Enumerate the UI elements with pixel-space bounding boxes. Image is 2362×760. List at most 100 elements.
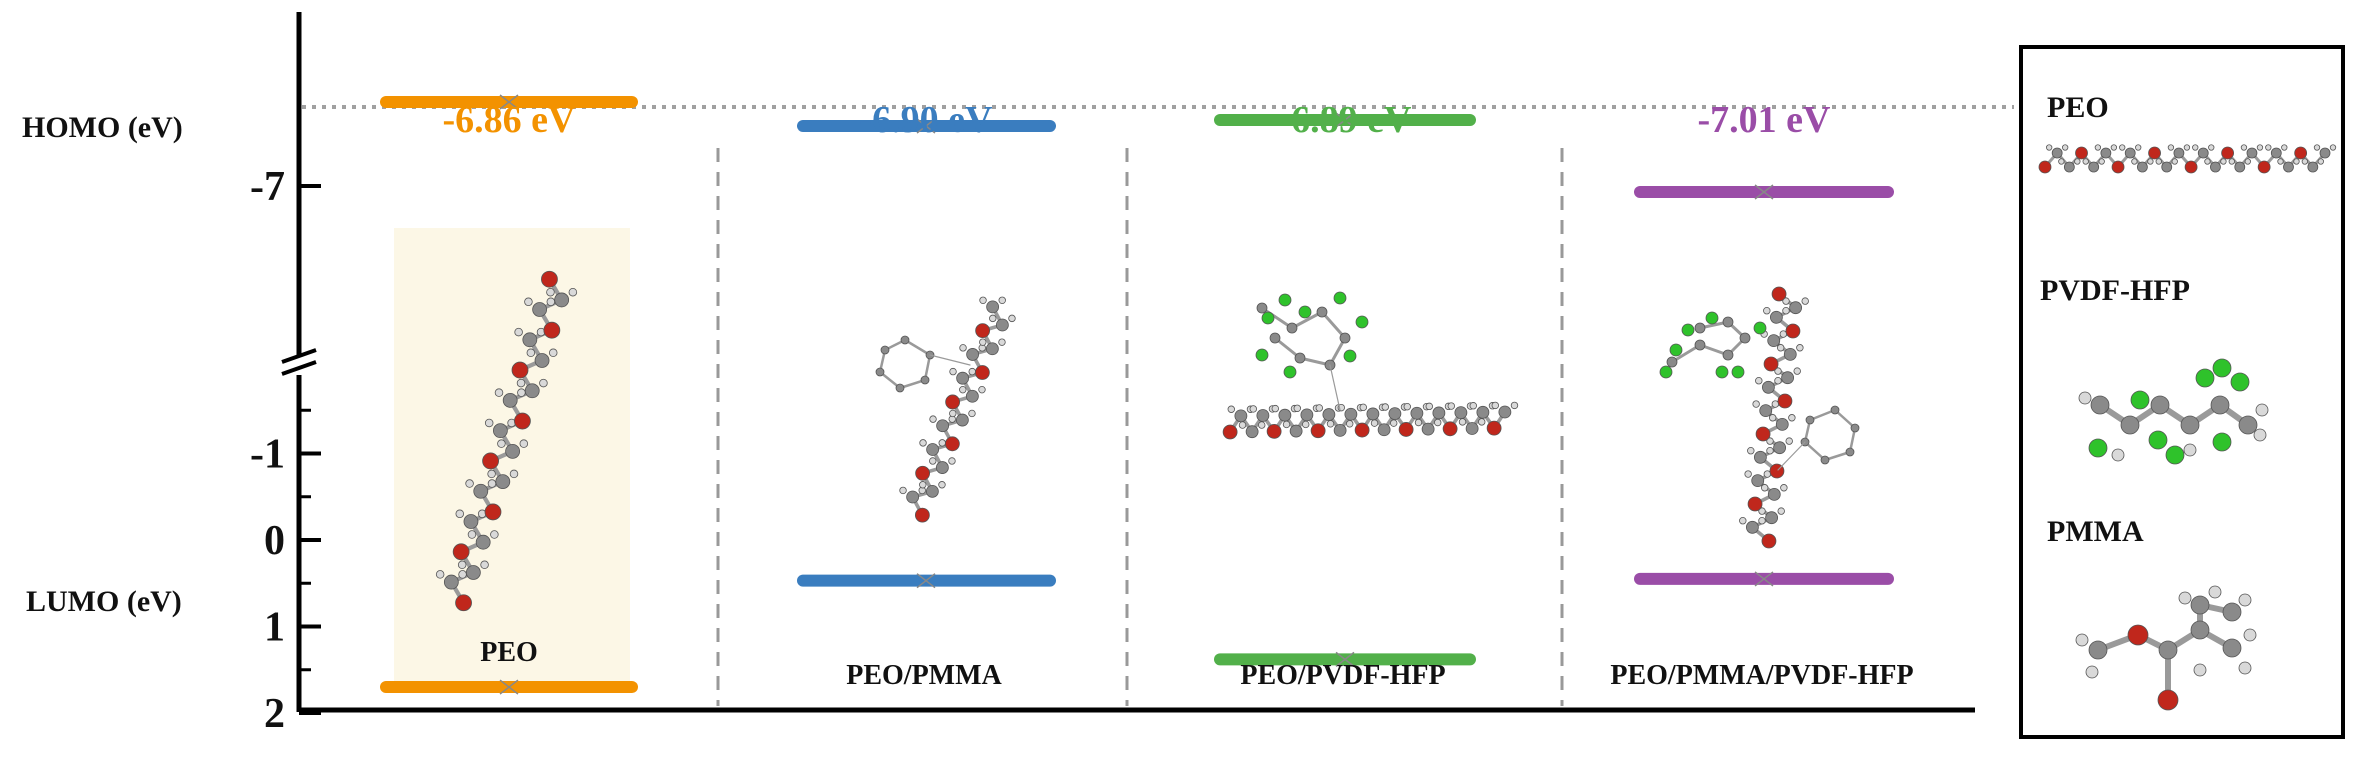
hydrogen-atom [959, 344, 967, 352]
carbon-atom [1278, 408, 1292, 422]
hydrogen-atom [1774, 377, 1782, 385]
system-label: PEO/PVDF-HFP [1240, 660, 1445, 691]
hydrogen-atom [514, 327, 523, 337]
carbon-atom [2222, 638, 2242, 658]
hydrogen-atom [1447, 402, 1455, 410]
fluorine-atom [1355, 315, 1369, 329]
hydrogen-atom [1458, 418, 1467, 426]
hydrogen-atom [465, 479, 474, 488]
carbon-atom [2088, 640, 2108, 660]
homo-value-label: -6.86 eV [443, 99, 577, 141]
carbon-atom [986, 300, 1000, 314]
hydrogen-atom [968, 367, 976, 376]
hydrogen-atom [1302, 420, 1310, 429]
carbon-atom [2319, 147, 2331, 159]
hydrogen-atom [2293, 158, 2300, 165]
fluorine-atom [1659, 365, 1673, 379]
hydrogen-atom [526, 348, 536, 358]
bond [1260, 306, 1294, 330]
column-dividers [716, 148, 1564, 706]
carbon-atom [1289, 424, 1303, 438]
carbon-atom [2270, 147, 2282, 159]
hydrogen-atom [1390, 419, 1398, 427]
lumo-level-marker [1754, 571, 1774, 587]
hydrogen-atom [1766, 447, 1774, 455]
fluorine-atom [2165, 445, 2185, 465]
oxygen-atom [914, 507, 930, 523]
hydrogen-atom [497, 439, 506, 448]
hydrogen-atom [2281, 144, 2288, 151]
hydrogen-atom [959, 385, 967, 394]
fluorine-atom [2195, 368, 2215, 388]
oxygen-atom [2221, 146, 2235, 160]
carbon-atom [495, 474, 511, 490]
system-label: PEO/PMMA/PVDF-HFP [1610, 660, 1913, 691]
bond [903, 338, 932, 357]
carbon-atom [1476, 405, 1490, 419]
carbon-atom [1333, 423, 1347, 437]
fluorine-atom [1343, 349, 1357, 363]
homo-value-label: -6.89 eV [1279, 99, 1413, 141]
hydrogen-atom [2094, 144, 2102, 151]
hydrogen-atom [519, 439, 529, 448]
hydrogen-atom [2240, 144, 2248, 151]
hydrogen-atom [2208, 585, 2222, 599]
homo-level-marker [1754, 184, 1774, 200]
carbon-atom [1344, 407, 1358, 421]
hydrogen-atom [1326, 420, 1335, 428]
carbon-atom [880, 345, 890, 355]
carbon-atom [900, 335, 910, 345]
oxygen-atom [1777, 393, 1793, 409]
hydrogen-atom [2329, 144, 2337, 151]
carbon-atom [1753, 450, 1767, 464]
carbon-atom [1739, 332, 1751, 344]
carbon-atom [995, 318, 1009, 332]
oxygen-atom [915, 465, 931, 481]
fluorine-atom [2230, 372, 2250, 392]
oxygen-atom [1755, 426, 1771, 442]
oxygen-atom [2148, 146, 2161, 160]
hydrogen-atom [494, 388, 504, 397]
system-labels: PEO PEO/PMMA PEO/PVDF-HFP PEO/PMMA/PVDF-HFP [480, 637, 1913, 691]
carbon-atom [1767, 487, 1781, 501]
carbon-atom [1454, 406, 1468, 420]
hydrogen-atom [2193, 663, 2207, 677]
carbon-atom [492, 423, 508, 439]
hydrogen-atom [2256, 144, 2264, 151]
carbon-atom [2180, 415, 2200, 435]
hydrogen-atom [2119, 144, 2126, 151]
oxygen-atom [1354, 422, 1370, 438]
carbon-atom [875, 367, 885, 377]
legend: PEO PVDF-HFP PMMA [2019, 45, 2345, 739]
carbon-atom [2088, 161, 2100, 173]
hydrogen-atom [1403, 402, 1411, 411]
hydrogen-atom [2074, 158, 2081, 165]
carbon-atom [2190, 595, 2210, 615]
carbon-atom [554, 292, 570, 308]
hydrogen-atom [2253, 428, 2267, 442]
hydrogen-atom [2238, 593, 2252, 607]
hydrogen-atom [1271, 404, 1279, 413]
lumo-level-marker [499, 679, 519, 695]
hydrogen-atom [1227, 405, 1235, 413]
carbon-atom [2136, 161, 2148, 173]
bond [1320, 310, 1347, 340]
carbon-atom [2246, 147, 2258, 159]
oxygen-atom [2184, 160, 2198, 174]
hydrogen-atom [1739, 517, 1747, 525]
peo-pmma-pvdf-hfp-molecule-structure [1659, 286, 1860, 549]
peo-molecule-structure [435, 270, 578, 612]
hydrogen-atom [1752, 400, 1760, 408]
legend-peo-structure [2038, 144, 2337, 174]
lumo-axis-label: LUMO (eV) [26, 585, 182, 618]
peo-pvdf-hfp-molecule-structure [1222, 291, 1519, 440]
hydrogen-atom [2155, 158, 2162, 165]
hydrogen-atom [2243, 628, 2257, 642]
oxygen-atom [1486, 420, 1502, 436]
fluorine-atom [1333, 291, 1347, 305]
carbon-atom [965, 389, 979, 403]
fluorine-atom [1681, 323, 1695, 337]
hydrogen-atom [1760, 484, 1769, 492]
hydrogen-atom [1793, 367, 1801, 375]
carbon-atom [465, 565, 481, 580]
